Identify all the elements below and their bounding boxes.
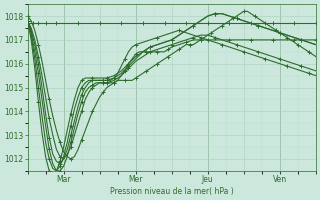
X-axis label: Pression niveau de la mer( hPa ): Pression niveau de la mer( hPa ) bbox=[110, 187, 234, 196]
